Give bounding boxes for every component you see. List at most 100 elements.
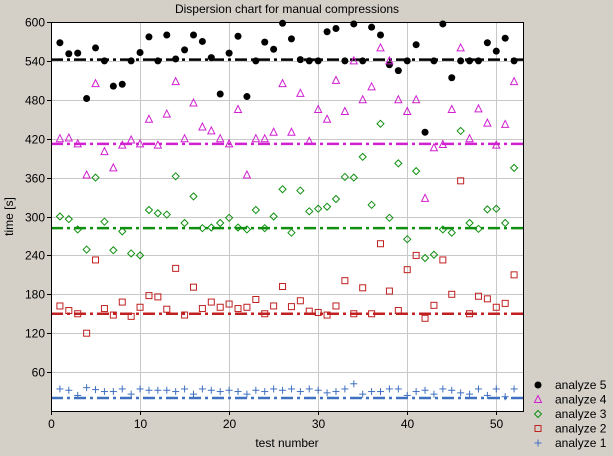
point-analyze-2 xyxy=(457,177,465,185)
point-analyze-1 xyxy=(377,388,385,396)
point-analyze-1 xyxy=(216,388,224,396)
point-analyze-1 xyxy=(394,385,402,393)
legend-label: analyze 4 xyxy=(555,393,607,407)
y-tick-label: 240 xyxy=(25,249,45,263)
point-analyze-4 xyxy=(447,104,457,114)
point-analyze-3 xyxy=(126,249,136,258)
point-analyze-1 xyxy=(332,388,340,396)
x-axis-label: test number xyxy=(255,436,318,450)
point-analyze-5 xyxy=(510,57,518,65)
point-analyze-4 xyxy=(491,140,501,149)
point-analyze-5 xyxy=(377,31,385,39)
point-analyze-5 xyxy=(74,49,82,57)
point-analyze-4 xyxy=(153,140,163,149)
point-analyze-2 xyxy=(314,308,322,316)
point-analyze-2 xyxy=(216,303,224,311)
point-analyze-3 xyxy=(180,218,189,228)
point-analyze-5 xyxy=(65,50,73,58)
point-analyze-2 xyxy=(448,290,456,298)
point-analyze-1 xyxy=(198,385,206,393)
point-analyze-1 xyxy=(412,388,420,396)
point-analyze-4 xyxy=(100,146,109,156)
point-analyze-3 xyxy=(331,194,341,204)
point-analyze-1 xyxy=(145,386,153,394)
point-analyze-3 xyxy=(465,218,474,228)
point-analyze-2 xyxy=(296,297,304,305)
point-analyze-5 xyxy=(385,61,393,69)
point-analyze-2 xyxy=(127,312,135,320)
point-analyze-5 xyxy=(279,19,287,27)
point-analyze-5 xyxy=(56,39,64,47)
point-analyze-1 xyxy=(474,385,482,393)
point-analyze-1 xyxy=(323,389,331,397)
point-analyze-5 xyxy=(341,57,349,65)
point-analyze-2 xyxy=(181,311,189,319)
point-analyze-1 xyxy=(109,388,117,396)
point-analyze-5 xyxy=(243,93,251,101)
point-analyze-5 xyxy=(100,57,108,65)
data-points xyxy=(55,19,519,401)
point-analyze-3 xyxy=(385,213,394,223)
point-analyze-2 xyxy=(270,302,278,310)
plot-frame xyxy=(51,22,524,412)
point-analyze-4 xyxy=(358,94,368,104)
point-analyze-4 xyxy=(465,133,474,143)
y-tick-label: 360 xyxy=(25,172,45,186)
legend-marker-analyze-4 xyxy=(533,394,543,403)
point-analyze-2 xyxy=(252,295,260,303)
point-analyze-4 xyxy=(278,78,287,88)
point-analyze-1 xyxy=(154,386,162,394)
point-analyze-3 xyxy=(64,214,74,224)
point-analyze-4 xyxy=(474,103,483,113)
y-tick-label: 300 xyxy=(25,211,45,225)
point-analyze-3 xyxy=(367,200,376,210)
point-analyze-2 xyxy=(474,292,482,300)
point-analyze-1 xyxy=(403,391,411,399)
point-analyze-5 xyxy=(136,48,144,56)
point-analyze-1 xyxy=(483,391,491,399)
point-analyze-4 xyxy=(109,162,118,172)
point-analyze-1 xyxy=(118,385,126,393)
point-analyze-2 xyxy=(207,298,215,306)
point-analyze-5 xyxy=(323,28,331,36)
point-analyze-4 xyxy=(251,133,261,143)
point-analyze-1 xyxy=(181,385,189,393)
point-analyze-4 xyxy=(189,97,198,107)
legend-label: analyze 5 xyxy=(555,378,607,392)
point-analyze-3 xyxy=(411,166,421,176)
y-tick-label: 600 xyxy=(25,16,45,30)
point-analyze-5 xyxy=(234,32,242,40)
point-analyze-1 xyxy=(385,385,393,393)
point-analyze-2 xyxy=(198,305,206,313)
point-analyze-4 xyxy=(340,106,350,115)
x-tick-label: 10 xyxy=(134,417,148,431)
point-analyze-4 xyxy=(420,193,430,202)
point-analyze-2 xyxy=(118,298,126,306)
point-analyze-3 xyxy=(171,172,180,181)
point-analyze-4 xyxy=(313,104,323,114)
point-analyze-1 xyxy=(225,386,233,394)
y-axis-ticks: 60 120 180 240 300 360 420 480 540 600 xyxy=(25,16,51,380)
point-analyze-2 xyxy=(403,266,411,274)
point-analyze-3 xyxy=(474,224,483,234)
point-analyze-5 xyxy=(439,20,447,28)
point-analyze-4 xyxy=(296,88,305,97)
point-analyze-5 xyxy=(207,54,215,62)
point-analyze-5 xyxy=(154,57,162,65)
point-analyze-1 xyxy=(510,385,518,393)
point-analyze-4 xyxy=(144,114,154,123)
point-analyze-2 xyxy=(225,300,233,308)
x-tick-label: 30 xyxy=(312,417,326,431)
point-analyze-1 xyxy=(234,388,242,396)
point-analyze-3 xyxy=(100,217,109,226)
point-analyze-4 xyxy=(242,169,252,179)
point-analyze-2 xyxy=(430,301,438,309)
point-analyze-5 xyxy=(501,34,509,42)
point-analyze-5 xyxy=(270,45,278,53)
point-analyze-5 xyxy=(198,37,206,45)
point-analyze-3 xyxy=(55,212,65,221)
point-analyze-1 xyxy=(100,388,108,396)
point-analyze-4 xyxy=(322,114,332,123)
